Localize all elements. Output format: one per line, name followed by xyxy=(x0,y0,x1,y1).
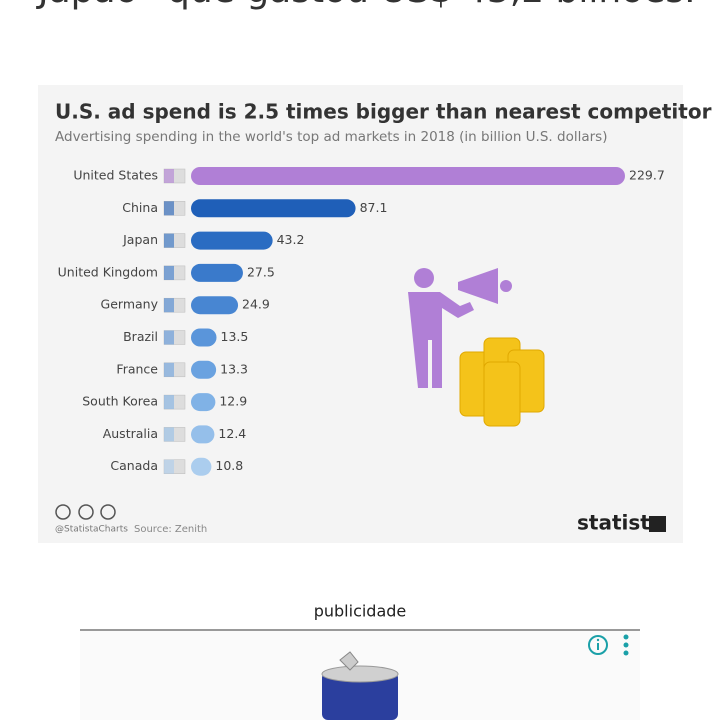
category-label: Brazil xyxy=(123,329,158,344)
value-label: 229.7 xyxy=(629,168,665,183)
category-label: United Kingdom xyxy=(58,264,158,279)
value-label: 27.5 xyxy=(247,264,275,279)
ad-info-button[interactable] xyxy=(588,635,608,655)
bar xyxy=(191,393,216,412)
flag-accent xyxy=(164,265,174,280)
cc-icons xyxy=(55,504,116,520)
bar xyxy=(191,296,239,315)
value-label: 10.8 xyxy=(215,458,243,473)
illustration xyxy=(408,268,545,427)
value-label: 43.2 xyxy=(277,232,305,247)
ad-label: publicidade xyxy=(314,602,407,621)
flag-accent xyxy=(164,330,174,345)
brand-logo xyxy=(649,516,666,532)
category-label: Germany xyxy=(101,297,159,312)
chart-title: U.S. ad spend is 2.5 times bigger than n… xyxy=(55,100,712,124)
ad-menu-button[interactable] xyxy=(623,634,629,656)
value-label: 87.1 xyxy=(360,200,388,215)
value-label: 12.9 xyxy=(219,394,247,409)
credit: @StatistaCharts xyxy=(55,525,128,535)
brand: statista xyxy=(577,511,663,535)
flag-accent xyxy=(164,169,174,183)
category-label: Japan xyxy=(122,232,158,247)
category-label: South Korea xyxy=(82,394,158,409)
category-label: United States xyxy=(73,168,158,183)
source: Source: Zenith xyxy=(134,524,207,535)
flag-accent xyxy=(164,362,174,377)
chart-card xyxy=(38,85,683,543)
category-label: France xyxy=(116,361,158,376)
bar xyxy=(191,360,217,379)
bar xyxy=(191,425,215,444)
value-label: 24.9 xyxy=(242,297,270,312)
bars: United States 229.7 China 87.1 Japan 43.2 Unit… xyxy=(58,167,665,476)
chart-subtitle: Advertising spending in the world's top … xyxy=(55,129,607,145)
article-text: Japão –que gastou US$ 43,2 bilhões. xyxy=(36,0,696,11)
ad-image[interactable] xyxy=(80,631,640,720)
bar xyxy=(191,167,625,185)
category-label: Canada xyxy=(110,458,158,473)
bar xyxy=(191,199,356,218)
value-label: 13.3 xyxy=(220,361,248,376)
bar xyxy=(191,231,273,250)
flag-accent xyxy=(164,459,174,474)
category-label: China xyxy=(122,200,158,215)
flag-accent xyxy=(164,427,174,442)
value-label: 12.4 xyxy=(218,426,246,441)
bar xyxy=(191,457,212,476)
category-label: Australia xyxy=(103,426,158,441)
flag-accent xyxy=(164,395,174,410)
flag-accent xyxy=(164,233,174,248)
value-label: 13.5 xyxy=(221,329,249,344)
bar xyxy=(191,328,217,347)
flag-accent xyxy=(164,201,174,216)
bar xyxy=(191,263,243,282)
flag-accent xyxy=(164,298,174,313)
